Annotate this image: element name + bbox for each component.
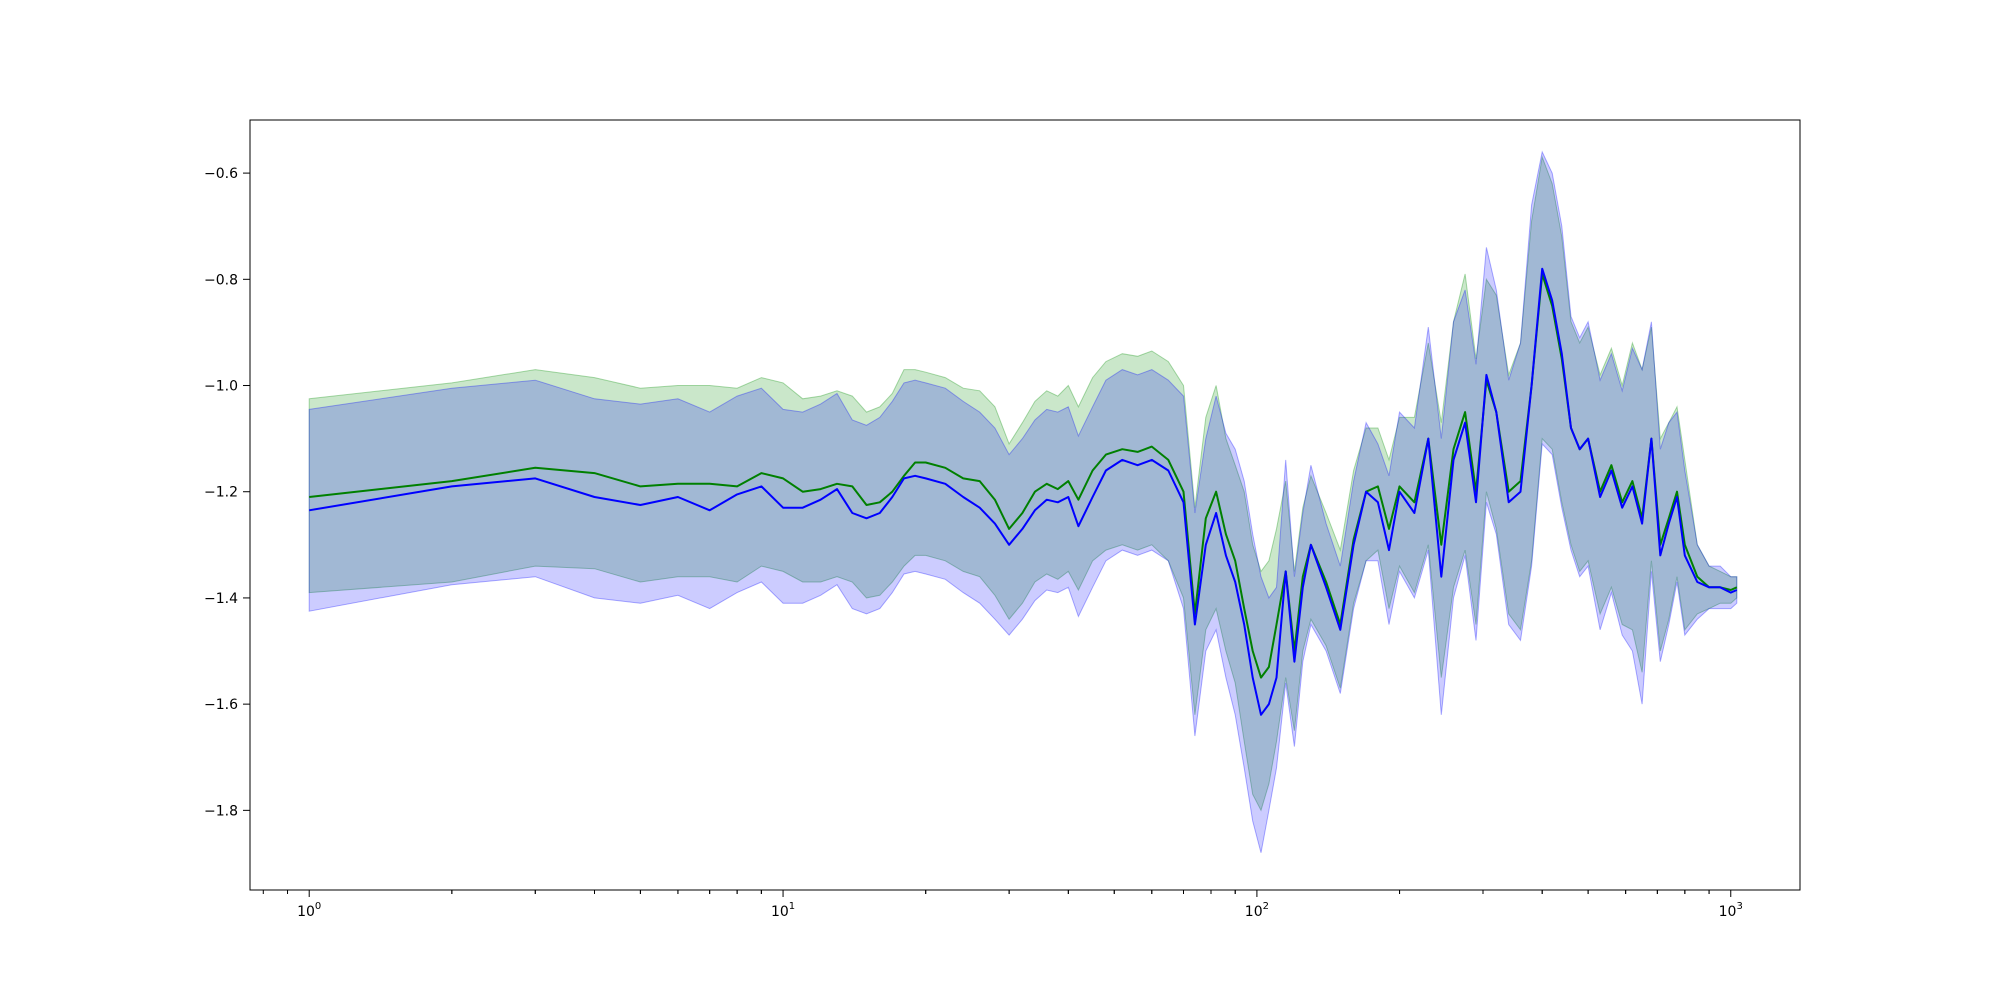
y-axis: −0.6 −0.8 −1.0 −1.2 −1.4 −1.6 −1.8	[204, 166, 250, 819]
x-axis: 100 101 102 103	[262, 890, 1743, 920]
series-1-band	[308, 155, 1738, 812]
y-tick-label: −1.2	[204, 485, 238, 501]
series-lines	[309, 267, 1738, 716]
y-tick-label: −1.0	[204, 379, 238, 395]
y-tick-label: −1.8	[204, 803, 238, 819]
x-tick-label: 102	[1245, 901, 1269, 920]
y-tick-label: −1.6	[204, 697, 238, 713]
plot-frame	[249, 119, 1801, 891]
series-2-line	[309, 267, 1738, 716]
y-tick-label: −0.8	[204, 272, 238, 288]
x-tick-label: 103	[1719, 901, 1743, 920]
y-tick-label: −1.4	[204, 591, 238, 607]
confidence-bands	[308, 150, 1738, 853]
x-tick-label: 101	[771, 901, 795, 920]
series-2-band	[308, 150, 1738, 853]
y-tick-label: −0.6	[204, 166, 238, 182]
x-tick-label: 100	[297, 901, 321, 920]
